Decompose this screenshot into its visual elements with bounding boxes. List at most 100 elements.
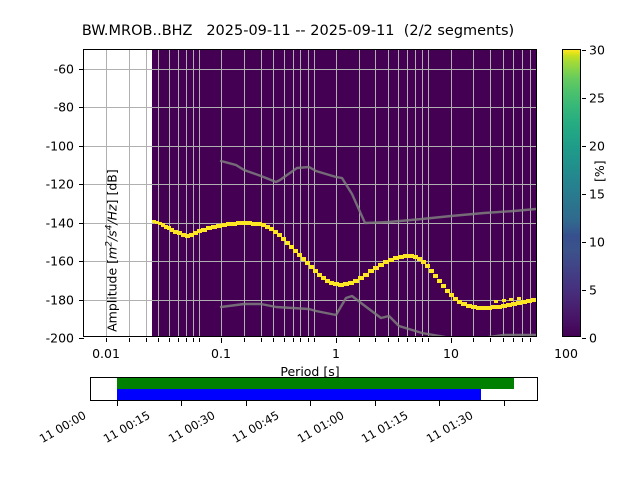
- gridline-vertical: [169, 50, 170, 336]
- colorbar-label: [%]: [592, 160, 607, 182]
- timeline-tick-label: 11 00:00: [36, 408, 89, 446]
- colorbar-tick: [582, 98, 586, 99]
- gridline-vertical: [522, 50, 523, 336]
- gridline-vertical: [300, 50, 301, 336]
- y-tick-label: -120: [45, 176, 74, 192]
- timeline-tick: [504, 401, 505, 406]
- x-tick-major: [451, 338, 452, 343]
- ppsd-histogram-field: [152, 50, 536, 336]
- y-axis-label: Amplitude [m2/s4/Hz] [dB]: [104, 169, 120, 332]
- x-tick-minor: [415, 338, 416, 342]
- timeline-tick: [375, 401, 376, 406]
- gridline-vertical: [513, 50, 514, 336]
- colorbar-tick: [582, 242, 586, 243]
- x-tick-label: 100: [554, 346, 578, 361]
- gridline-vertical: [106, 50, 107, 336]
- gridline-horizontal: [84, 300, 536, 301]
- y-tick-label: -140: [45, 215, 74, 231]
- gridline-vertical: [359, 50, 360, 336]
- y-tick: [79, 261, 84, 262]
- y-tick: [79, 338, 84, 339]
- x-tick-minor: [178, 338, 179, 342]
- gridline-vertical: [129, 50, 130, 336]
- timeline-tick: [246, 401, 247, 406]
- ppsd-plot-area[interactable]: -60 -80 -100 -120 -140 -160 -180 -200: [46, 49, 578, 361]
- x-tick-minor: [490, 338, 491, 342]
- gridline-vertical: [314, 50, 315, 336]
- x-tick-minor: [300, 338, 301, 342]
- x-tick-minor: [428, 338, 429, 342]
- colorbar-tick-label: 0: [589, 330, 597, 346]
- psd-segments-bar: [117, 389, 481, 400]
- x-tick-minor: [158, 338, 159, 342]
- gridline-vertical-major: [336, 50, 337, 336]
- x-tick-major: [336, 338, 337, 343]
- colorbar-tick-label: 25: [589, 90, 605, 106]
- x-tick-minor: [314, 338, 315, 342]
- gridline-horizontal: [84, 107, 536, 108]
- x-tick-major: [221, 338, 222, 343]
- x-tick-minor: [106, 338, 107, 342]
- x-tick-minor: [199, 338, 200, 342]
- x-tick-minor: [503, 338, 504, 342]
- gridline-vertical: [178, 50, 179, 336]
- gridline-vertical: [158, 50, 159, 336]
- colorbar-tick-label: 20: [589, 138, 605, 154]
- ppsd-curves: [152, 159, 536, 336]
- colorbar-tick-label: 5: [589, 282, 597, 298]
- nlnm-curve: [219, 294, 536, 336]
- timeline-tick-label: 11 01:00: [294, 408, 347, 446]
- gridline-vertical: [273, 50, 274, 336]
- timeline-tick-label: 11 01:15: [358, 408, 411, 446]
- gridline-vertical: [407, 50, 408, 336]
- gridline-vertical: [530, 50, 531, 336]
- x-axis-label: Period [s]: [280, 364, 340, 379]
- timeline-tick: [181, 401, 182, 406]
- ppsd-canvas: [84, 50, 536, 336]
- x-tick-minor: [398, 338, 399, 342]
- gridline-vertical: [261, 50, 262, 336]
- colorbar-tick-label: 15: [589, 186, 605, 202]
- gridline-vertical: [375, 50, 376, 336]
- gridline-vertical: [398, 50, 399, 336]
- colorbar-tick: [582, 50, 586, 51]
- gridline-horizontal: [84, 69, 536, 70]
- colorbar-tick: [582, 290, 586, 291]
- gridline-vertical: [293, 50, 294, 336]
- y-tick: [79, 184, 84, 185]
- gridline-vertical: [473, 50, 474, 336]
- gridline-horizontal: [84, 223, 536, 224]
- x-tick-minor: [146, 338, 147, 342]
- colorbar[interactable]: 0 5 10 15 20 25 30: [562, 43, 605, 346]
- gridline-vertical: [193, 50, 194, 336]
- x-tick-label: 1: [332, 346, 340, 361]
- timeline-tick: [310, 401, 311, 406]
- timeline-tick-label: 11 00:30: [165, 408, 218, 446]
- timeline-tick: [439, 401, 440, 406]
- gridline-vertical: [186, 50, 187, 336]
- x-tick-minor: [308, 338, 309, 342]
- gridline-horizontal: [84, 184, 536, 185]
- timeline-tick-label: 11 00:15: [100, 408, 153, 446]
- x-tick-minor: [273, 338, 274, 342]
- page-title: BW.MROB..BHZ 2025-09-11 -- 2025-09-11 (2…: [81, 23, 515, 39]
- x-tick-minor: [407, 338, 408, 342]
- nhnm-curve: [219, 159, 536, 225]
- colorbar-tick: [582, 146, 586, 147]
- x-tick-minor: [186, 338, 187, 342]
- x-tick-minor: [422, 338, 423, 342]
- y-tick-label: -180: [45, 292, 74, 308]
- x-tick-minor: [284, 338, 285, 342]
- timeline-tick-label: 11 00:45: [229, 408, 282, 446]
- x-tick-minor: [129, 338, 130, 342]
- y-tick: [79, 69, 84, 70]
- y-tick: [79, 223, 84, 224]
- gridline-horizontal: [84, 146, 536, 147]
- y-tick: [79, 300, 84, 301]
- gridline-vertical: [428, 50, 429, 336]
- y-tick-label: -160: [45, 253, 74, 269]
- x-tick-minor: [293, 338, 294, 342]
- gridline-vertical: [415, 50, 416, 336]
- timeline-coverage-axes[interactable]: [90, 377, 538, 406]
